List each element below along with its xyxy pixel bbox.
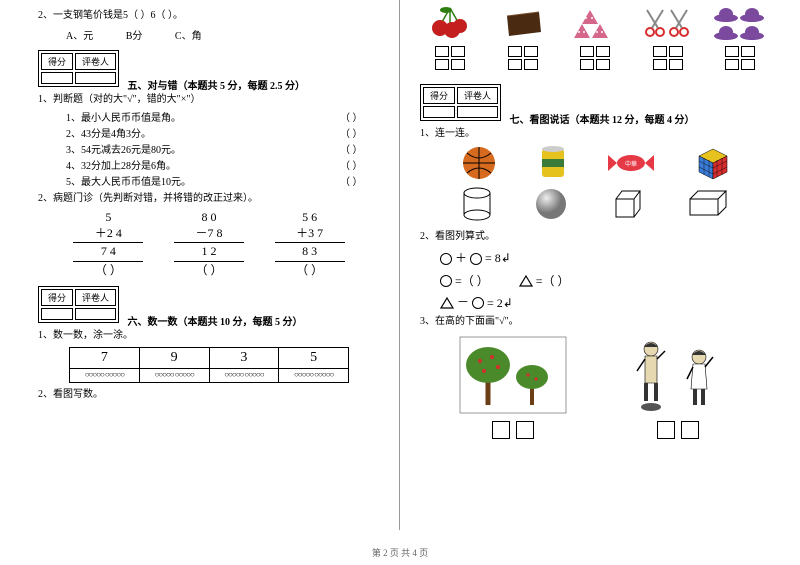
tree-pic [458, 335, 568, 445]
sphere-icon [534, 187, 568, 221]
tf-item: 2、43分是4角3分。 [66, 127, 340, 143]
q6-2: 2、看图写数。 [38, 387, 380, 402]
opt-c: C、角 [175, 31, 202, 42]
height-compare [420, 335, 770, 445]
connect-bottom-row [420, 187, 770, 223]
opt-b: B分 [126, 31, 143, 42]
grader-label: 评卷人 [75, 289, 116, 306]
arith-col: 8 0 －7 8 1 2 （ ） [174, 210, 244, 278]
score-label: 得分 [41, 53, 73, 70]
check-box[interactable] [492, 421, 510, 439]
score-label: 得分 [423, 87, 455, 104]
score-box-5: 得分评卷人 [38, 50, 119, 87]
pic-wallet [493, 4, 553, 72]
count-circles: ○○○○○ ○○○○○ [70, 369, 140, 383]
grader-label: 评卷人 [75, 53, 116, 70]
section-5-title: 五、对与错（本题共 5 分，每题 2.5 分） [128, 77, 306, 92]
tf-blank: （ ） [340, 127, 380, 143]
page-footer: 第 2 页 共 4 页 [0, 546, 800, 559]
check-box[interactable] [681, 421, 699, 439]
pic-hats [710, 4, 770, 72]
candy-icon: 中華 [606, 145, 656, 181]
q2-options: A、元 B分 C、角 [38, 27, 380, 42]
count-circles: ○○○○○ ○○○○○ [209, 369, 279, 383]
q7-2: 2、看图列算式。 [420, 229, 770, 244]
count-table: 7 9 3 5 ○○○○○ ○○○○○ ○○○○○ ○○○○○ ○○○○○ ○○… [69, 347, 349, 383]
girls-pic [623, 335, 733, 445]
q5-1: 1、判断题（对的大"√"，错的大"×"） [38, 92, 380, 107]
tf-item: 5、最大人民币币值是10元。 [66, 175, 340, 191]
count-head: 5 [279, 348, 349, 369]
left-column: 2、一支钢笔价钱是5（ ）6（ ）。 A、元 B分 C、角 得分评卷人 五、对与… [0, 0, 400, 530]
count-circles: ○○○○○ ○○○○○ [139, 369, 209, 383]
count-head: 9 [139, 348, 209, 369]
can-icon [538, 145, 568, 181]
right-column: 得分评卷人 七、看图说话（本题共 12 分，每题 4 分） 1、连一连。 中華 … [400, 0, 800, 530]
section-6-title: 六、数一数（本题共 10 分，每题 5 分） [128, 313, 303, 328]
section-7-title: 七、看图说话（本题共 12 分，每题 4 分） [510, 111, 695, 126]
opt-a: A、元 [66, 31, 93, 42]
rubik-icon [695, 145, 731, 181]
q5-2: 2、病题门诊（先判断对错，并将错的改正过来）。 [38, 191, 380, 206]
grader-label: 评卷人 [457, 87, 498, 104]
picture-row [420, 4, 770, 72]
tf-item: 1、最小人民币币值是角。 [66, 111, 340, 127]
eq-1: ＋ = 8↲ [440, 248, 770, 270]
connect-top-row: 中華 [420, 145, 770, 181]
count-head: 7 [70, 348, 140, 369]
arith-col: 5 ＋2 4 7 4 （ ） [73, 210, 143, 278]
check-box[interactable] [657, 421, 675, 439]
tf-blank: （ ） [340, 175, 380, 191]
cuboid-icon [686, 187, 730, 221]
tf-item: 3、54元减去26元是80元。 [66, 143, 340, 159]
eq-3: － = 2↲ [440, 292, 770, 314]
q7-3: 3、在高的下面画"√"。 [420, 314, 770, 329]
cylinder-icon [460, 187, 494, 223]
cube-icon [608, 187, 646, 223]
q5-1-list: 1、最小人民币币值是角。（ ） 2、43分是4角3分。（ ） 3、54元减去26… [38, 111, 380, 191]
score-box-6: 得分评卷人 [38, 286, 119, 323]
pic-scissors [638, 4, 698, 72]
score-label: 得分 [41, 289, 73, 306]
column-divider [399, 0, 400, 530]
basketball-icon [459, 145, 499, 181]
score-box-7: 得分评卷人 [420, 84, 501, 121]
count-circles: ○○○○○ ○○○○○ [279, 369, 349, 383]
arithmetic-block: 5 ＋2 4 7 4 （ ） 8 0 －7 8 1 2 （ ） 5 6 ＋3 7 [38, 210, 380, 278]
svg-text:中華: 中華 [625, 160, 637, 168]
arith-col: 5 6 ＋3 7 8 3 （ ） [275, 210, 345, 278]
pic-triangles [565, 4, 625, 72]
tf-item: 4、32分加上28分是6角。 [66, 159, 340, 175]
tf-blank: （ ） [340, 111, 380, 127]
q6-1: 1、数一数，涂一涂。 [38, 328, 380, 343]
q2-text: 2、一支钢笔价钱是5（ ）6（ ）。 [38, 8, 380, 23]
q7-1: 1、连一连。 [420, 126, 770, 141]
eq-2: =（ ） =（ ） [440, 270, 770, 292]
tf-blank: （ ） [340, 159, 380, 175]
pic-cherries [420, 4, 480, 72]
check-box[interactable] [516, 421, 534, 439]
equation-block: ＋ = 8↲ =（ ） =（ ） － = 2↲ [420, 248, 770, 314]
tf-blank: （ ） [340, 143, 380, 159]
count-head: 3 [209, 348, 279, 369]
